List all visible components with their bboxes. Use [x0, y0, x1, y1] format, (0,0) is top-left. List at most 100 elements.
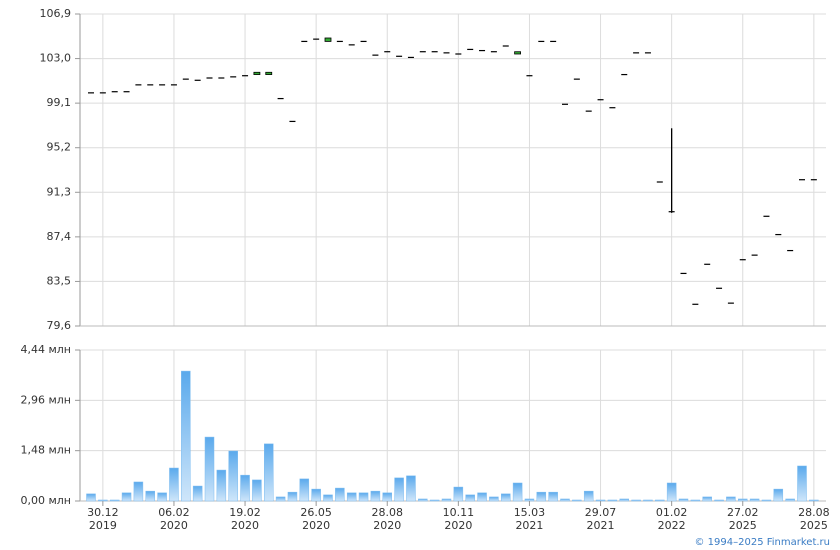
x-tick-label: 15.03 2021	[514, 506, 546, 532]
candle-body	[739, 259, 746, 261]
candle-body	[775, 233, 782, 236]
volume-bar	[477, 492, 487, 502]
x-tick-label: 28.08 2025	[798, 506, 830, 532]
candle	[633, 52, 640, 54]
volume-bar	[429, 499, 440, 502]
y-tick-label: 0,00 млн	[20, 494, 71, 507]
candle	[585, 110, 592, 112]
candle-body	[123, 91, 130, 93]
volume-bar	[441, 498, 452, 502]
candle-body	[277, 97, 284, 100]
candle-body	[763, 215, 770, 217]
candle-body	[502, 45, 509, 47]
candle	[88, 92, 94, 94]
volume-bar	[181, 370, 191, 502]
candle-body	[704, 263, 711, 265]
candle-body	[135, 84, 142, 86]
volume-bar	[465, 494, 475, 502]
volume-bar	[121, 492, 132, 502]
candle-body	[336, 40, 343, 43]
volume-bar	[595, 499, 606, 502]
candle	[455, 53, 462, 55]
candle	[644, 52, 651, 54]
candle	[99, 92, 106, 94]
volume-bar	[738, 498, 748, 502]
volume-bar	[252, 479, 262, 502]
candle	[775, 233, 782, 236]
candle-body	[597, 99, 604, 101]
volume-bar	[702, 496, 712, 502]
candle-body	[289, 120, 296, 123]
candle-body	[573, 78, 580, 80]
volume-bar	[583, 490, 594, 502]
volume-bar	[192, 485, 203, 502]
candle	[502, 45, 509, 47]
volume-bar	[690, 499, 701, 502]
candle	[668, 128, 675, 213]
y-tick-label: 79,6	[47, 319, 72, 332]
candle-body	[99, 92, 106, 94]
volume-bar	[299, 478, 310, 502]
x-tick-label: 01.02 2022	[656, 506, 688, 532]
candle	[704, 263, 711, 265]
candle	[609, 107, 616, 109]
volume-bar	[773, 488, 784, 502]
volume-bar	[382, 492, 392, 502]
y-tick-label: 99,1	[47, 96, 72, 109]
candle	[692, 303, 699, 305]
candle-body	[633, 52, 640, 54]
candle	[230, 76, 237, 78]
candle	[218, 77, 225, 79]
candle	[751, 254, 758, 256]
candle-body	[727, 302, 734, 304]
y-tick-label: 1,48 млн	[20, 444, 71, 457]
volume-bar	[560, 498, 570, 502]
candle-body	[668, 211, 675, 213]
candle	[680, 272, 687, 275]
candle	[514, 51, 521, 55]
candle	[135, 84, 142, 86]
candle-body	[787, 249, 794, 252]
volume-bar	[240, 474, 250, 502]
candle	[656, 181, 663, 183]
candle	[597, 99, 604, 101]
volume-bar	[86, 493, 96, 502]
candle	[799, 179, 805, 181]
candle	[739, 259, 746, 261]
candle-body	[360, 40, 367, 43]
x-tick-label: 30.12 2019	[87, 506, 119, 532]
candle-body	[692, 303, 699, 305]
candle	[111, 91, 118, 93]
x-tick-label: 29.07 2021	[585, 506, 617, 532]
candle	[727, 302, 734, 304]
candle-body	[88, 92, 94, 94]
candle	[147, 84, 154, 86]
candle-body	[206, 77, 213, 79]
candle	[716, 287, 723, 289]
volume-bar	[370, 490, 381, 502]
volume-bar	[607, 499, 618, 502]
volume-bar	[631, 499, 641, 502]
volume-bar	[536, 491, 547, 502]
candle-body	[372, 54, 379, 56]
volume-bar	[287, 491, 298, 502]
candle	[289, 120, 296, 123]
candle-body	[609, 107, 616, 109]
candle-body	[550, 40, 557, 43]
y-tick-label: 4,44 млн	[20, 343, 71, 356]
volume-bar	[655, 499, 665, 502]
candle-body	[716, 287, 723, 289]
volume-bar	[512, 482, 523, 502]
volume-bar	[264, 443, 274, 502]
candle-body	[242, 75, 249, 77]
candle	[170, 84, 177, 86]
candle-body	[384, 51, 391, 53]
candle	[396, 55, 403, 57]
candle	[372, 54, 379, 56]
candle	[431, 51, 438, 53]
candle-body	[467, 48, 474, 51]
volume-bar	[714, 499, 724, 502]
candle	[573, 78, 580, 80]
